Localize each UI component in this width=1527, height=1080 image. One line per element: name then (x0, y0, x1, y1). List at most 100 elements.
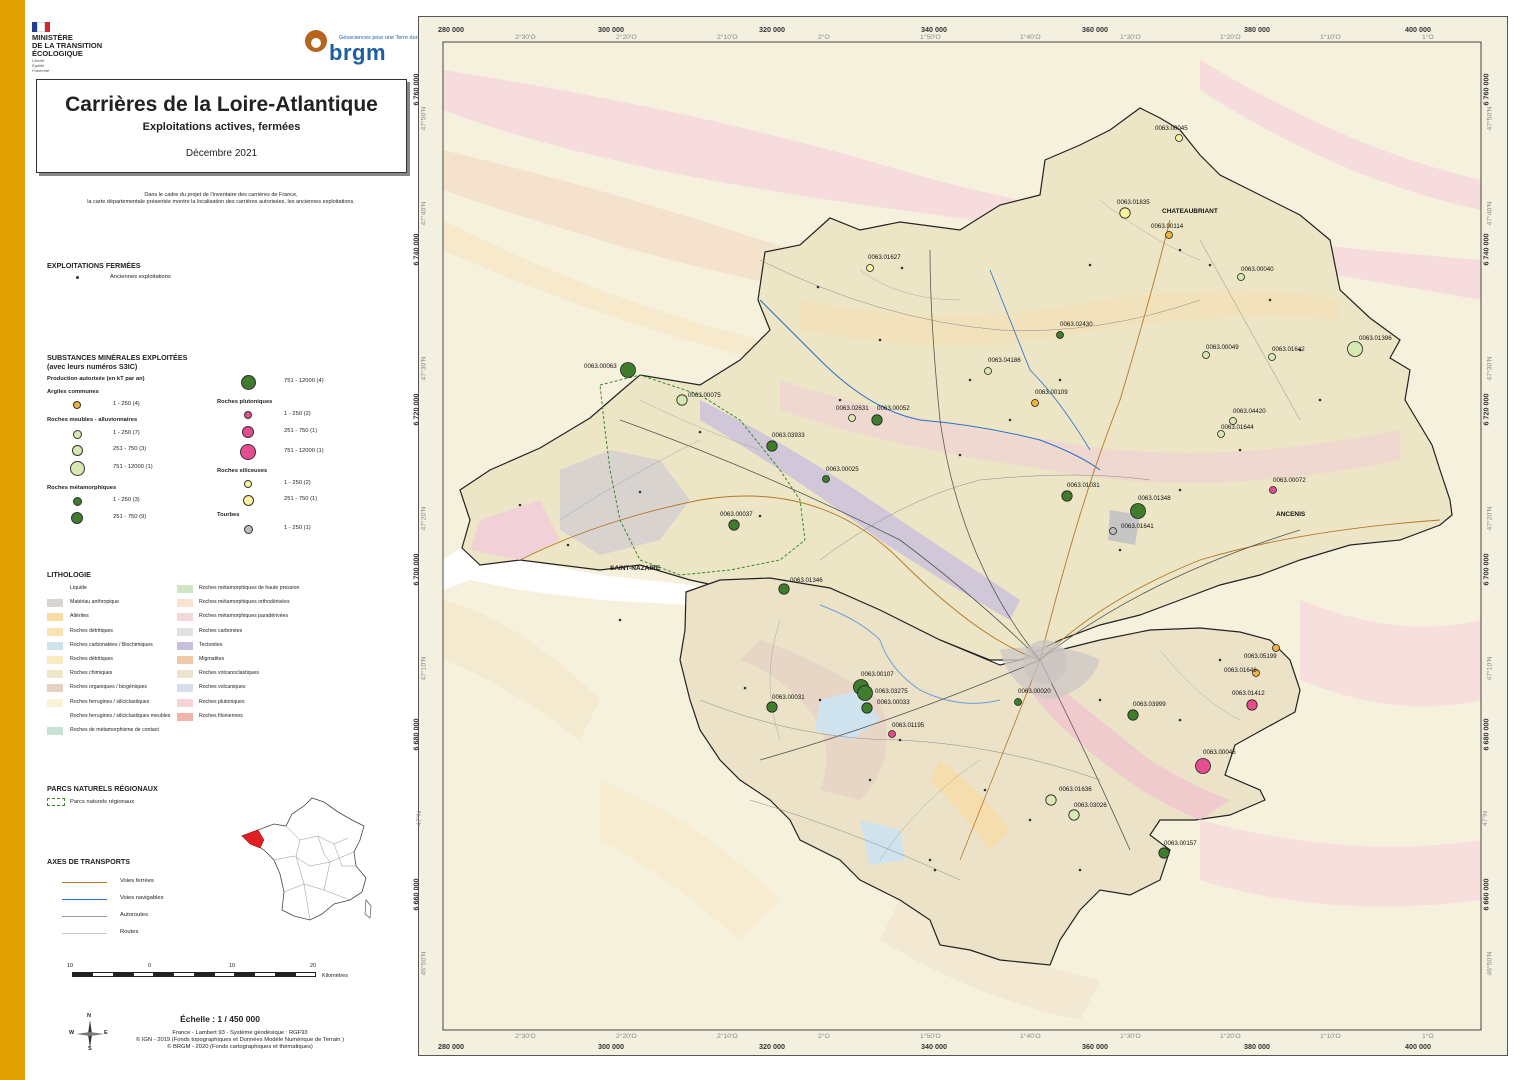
lithology-label: Altérites (70, 613, 89, 620)
y-coordinate-label: 6 660 000 (411, 878, 421, 911)
lithology-swatch (47, 656, 63, 664)
x-coordinate-label: 320 000 (759, 25, 785, 34)
x-coordinate-label: 320 000 (759, 1042, 785, 1051)
longitude-label: 2°20'O (616, 34, 637, 41)
longitude-label: 1°40'O (1020, 1033, 1041, 1040)
lithology-swatch (177, 656, 193, 664)
x-coordinate-label: 300 000 (598, 1042, 624, 1051)
longitude-label: 2°10'O (717, 1033, 738, 1040)
x-coordinate-label: 400 000 (1405, 25, 1431, 34)
substance-group-label: Tourbes (217, 512, 240, 518)
substance-item-label: 751 - 12000 (4) (284, 378, 324, 384)
substance-symbol-icon (242, 494, 254, 506)
lithology-label: Roches de métamorphisme de contact (70, 727, 159, 733)
scale-tick-label: 10 (67, 963, 74, 969)
lithology-swatch (47, 698, 63, 707)
longitude-label: 2°20'O (616, 1033, 637, 1040)
x-coordinate-label: 360 000 (1082, 1042, 1108, 1051)
substance-symbol-icon (72, 496, 82, 506)
lithology-label: Roches carbonées (199, 627, 243, 634)
substance-item-label: 251 - 750 (1) (284, 428, 318, 434)
substance-item-label: 751 - 12000 (1) (113, 464, 153, 470)
transport-line-icon (62, 882, 107, 883)
french-flag-icon (32, 22, 50, 32)
y-coordinate-label: 6 700 000 (411, 553, 421, 586)
compass-n: N (87, 1013, 91, 1019)
park-symbol-icon (47, 798, 65, 806)
lithology-swatch (177, 613, 193, 622)
transport-line-icon (62, 899, 107, 900)
y-coordinate-label: 6 740 000 (411, 233, 421, 266)
france-inset-map (241, 797, 372, 921)
substance-item-label: 251 - 750 (1) (284, 496, 318, 502)
latitude-label: 47°30'N (420, 356, 428, 381)
longitude-label: 1°10'O (1320, 1033, 1341, 1040)
lithology-swatch (177, 627, 193, 636)
ministry-name: MINISTÈRE DE LA TRANSITION ÉCOLOGIQUE (32, 33, 103, 58)
x-coordinate-label: 380 000 (1244, 25, 1270, 34)
lithology-label: Roches métamorphiques orthodérivées (199, 599, 290, 606)
longitude-label: 2°30'O (515, 1033, 536, 1040)
map-frame (418, 16, 1508, 1056)
substance-symbol-icon (73, 401, 81, 409)
lithology-swatch (47, 613, 63, 622)
substances-heading: SUBSTANCES MINÉRALES EXPLOITÉES (47, 353, 188, 362)
substance-item-label: 251 - 750 (3) (113, 446, 147, 452)
closed-heading: EXPLOITATIONS FERMÉES (47, 261, 141, 270)
latitude-label: 47°30'N (1486, 356, 1494, 381)
transport-label: Autoroutes (120, 912, 149, 918)
longitude-label: 2°O (818, 34, 830, 41)
scale-tick-label: 10 (229, 963, 236, 969)
lithology-swatch (177, 670, 193, 679)
substance-symbol-icon (242, 426, 254, 438)
substance-item-label: 1 - 250 (2) (284, 480, 311, 486)
parks-item-label: Parcs naturels régionaux (70, 799, 135, 805)
map-title: Carrières de la Loire-Atlantique (65, 93, 378, 116)
transport-line-icon (62, 916, 107, 917)
lithology-swatch (47, 585, 63, 593)
lithology-label: Liquide (70, 585, 87, 591)
latitude-label: 47°N (416, 810, 424, 827)
latitude-label: 47°40'N (1486, 201, 1494, 226)
x-coordinate-label: 400 000 (1405, 1042, 1431, 1051)
compass-rose-icon (76, 1020, 104, 1048)
y-coordinate-label: 6 660 000 (1481, 878, 1491, 911)
lithology-label: Roches ferrugines / siliciclastiques (70, 698, 150, 705)
x-coordinate-label: 280 000 (438, 1042, 464, 1051)
lithology-heading: LITHOLOGIE (47, 570, 91, 579)
lithology-label: Roches ferrugines / siliciclastiques meu… (70, 712, 171, 719)
substance-item-label: 1 - 250 (2) (284, 411, 311, 417)
longitude-label: 2°30'O (515, 34, 536, 41)
latitude-label: 46°50'N (420, 951, 428, 976)
lithology-label: Migmatites (199, 656, 225, 662)
latitude-label: 47°50'N (1486, 106, 1494, 131)
transport-line-icon (62, 933, 107, 934)
brgm-name: brgm (329, 40, 386, 65)
longitude-label: 1°O (1422, 34, 1434, 41)
substance-group-label: Roches meubles - alluvionnaires (47, 417, 138, 423)
lithology-label: Roches plutoniques (199, 698, 245, 705)
substance-item-label: 1 - 250 (1) (284, 525, 311, 531)
accent-stripe (0, 0, 25, 1080)
longitude-label: 1°20'O (1220, 34, 1241, 41)
longitude-label: 1°20'O (1220, 1033, 1241, 1040)
y-coordinate-label: 6 760 000 (1481, 73, 1491, 106)
ministry-logo: MINISTÈRE DE LA TRANSITION ÉCOLOGIQUE Li… (32, 22, 122, 73)
lithology-swatch (47, 727, 63, 735)
y-coordinate-label: 6 700 000 (1481, 553, 1491, 586)
production-label: Production autorisée (en kT par an) (47, 376, 145, 382)
lithology-label: Tectonites (199, 641, 223, 648)
lithology-swatch (47, 670, 63, 679)
substance-group-label: Roches métamorphiques (47, 485, 117, 491)
transport-label: Voies navigables (120, 895, 164, 901)
lithology-swatch (177, 599, 193, 608)
closed-item-label: Anciennes exploitations (110, 274, 171, 280)
x-coordinate-label: 340 000 (921, 25, 947, 34)
lithology-label: Matériau anthropique (70, 599, 120, 606)
x-coordinate-label: 340 000 (921, 1042, 947, 1051)
y-coordinate-label: 6 720 000 (1481, 393, 1491, 426)
y-coordinate-label: 6 740 000 (1481, 233, 1491, 266)
compass-e: E (104, 1030, 108, 1036)
latitude-label: 47°10'N (420, 656, 428, 681)
loire-atlantique-highlight (241, 829, 265, 849)
